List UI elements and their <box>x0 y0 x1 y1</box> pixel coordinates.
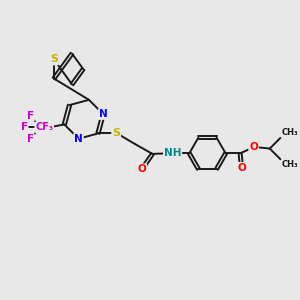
Text: F: F <box>27 110 34 121</box>
Text: N: N <box>99 109 108 119</box>
Text: S: S <box>50 55 58 64</box>
Text: S: S <box>112 128 120 139</box>
Text: F: F <box>21 122 28 132</box>
Text: CF₃: CF₃ <box>35 122 53 132</box>
Text: F: F <box>27 134 34 144</box>
Text: N: N <box>74 134 83 144</box>
Text: O: O <box>237 163 246 173</box>
Text: O: O <box>137 164 146 174</box>
Text: NH: NH <box>164 148 181 158</box>
Text: CH₃: CH₃ <box>281 160 298 169</box>
Text: CH₃: CH₃ <box>281 128 298 137</box>
Text: O: O <box>249 142 258 152</box>
